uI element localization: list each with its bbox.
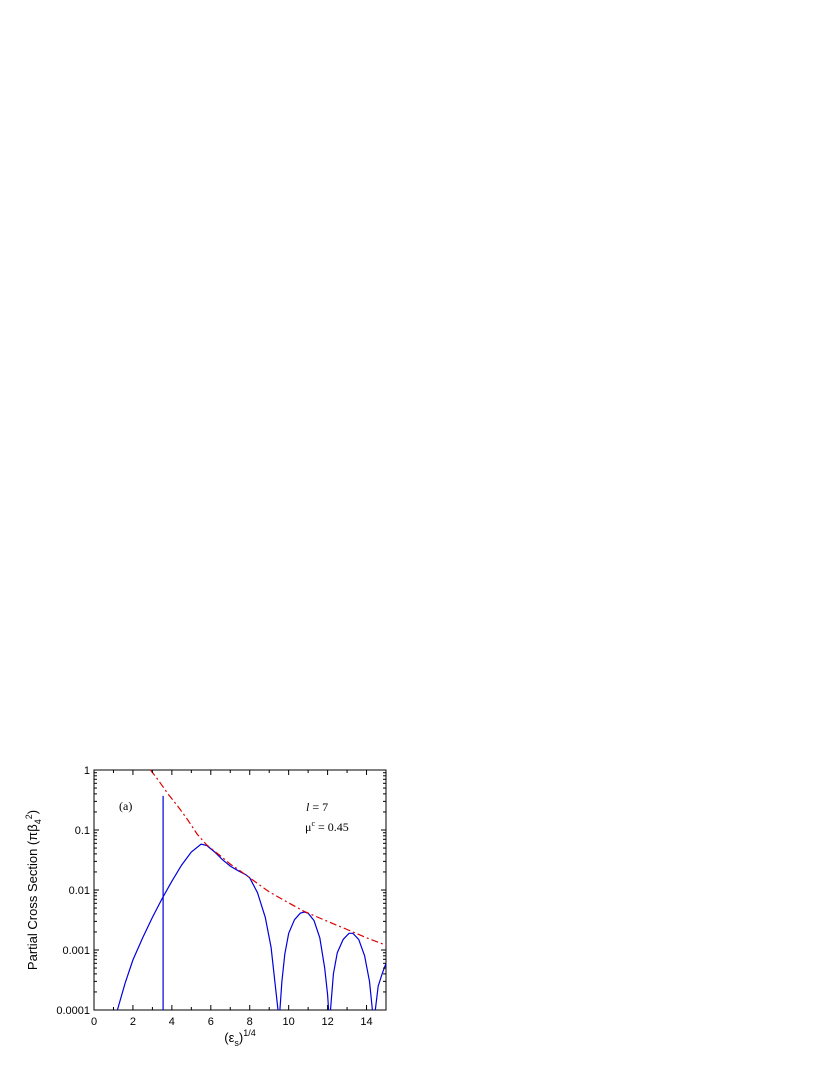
x-tick-label: 12 <box>321 1016 333 1028</box>
y-tick-label: 0.01 <box>69 885 90 897</box>
solid-curve-0 <box>116 843 279 1011</box>
x-tick-label: 4 <box>169 1016 175 1028</box>
y-tick-label: 1 <box>84 765 90 777</box>
x-axis-title-sub: s <box>234 1038 239 1048</box>
series-layer <box>116 769 387 1011</box>
y-axis-title-sub: 4 <box>33 819 43 824</box>
x-tick-label: 10 <box>283 1016 295 1028</box>
x-axis-title-base: (ε <box>224 1030 234 1045</box>
mu-value: = 0.45 <box>315 820 349 834</box>
y-axis-title-main: Partial Cross Section (πβ <box>25 824 40 970</box>
y-tick-label: 0.1 <box>75 825 90 837</box>
y-axis-title: Partial Cross Section (πβ42) <box>24 810 43 970</box>
x-axis-title-close: ) <box>239 1030 243 1045</box>
plot-area: 0 2 4 6 8 10 12 14 0.0001 0.001 0.01 0.1 1 <box>56 765 387 1028</box>
dashdot-curve <box>150 769 387 946</box>
l-annotation: l = 7 <box>306 800 328 814</box>
x-tick-label: 8 <box>247 1016 253 1028</box>
mu-annotation: μc = 0.45 <box>305 819 349 834</box>
y-tick-label: 0.001 <box>62 945 90 957</box>
y-axis-title-close: ) <box>25 810 40 814</box>
x-tick-label: 14 <box>360 1016 372 1028</box>
panel-label: (a) <box>119 799 132 813</box>
x-tick-label: 6 <box>208 1016 214 1028</box>
x-axis-title: (εs)1/4 <box>224 1028 255 1048</box>
tick-layer: 0 2 4 6 8 10 12 14 0.0001 0.001 0.01 0.1 1 <box>56 765 386 1028</box>
l-value: = 7 <box>309 800 328 814</box>
solid-curve-3 <box>374 963 387 1011</box>
x-axis-title-sup: 1/4 <box>243 1028 256 1038</box>
y-tick-label: 0.0001 <box>56 1005 90 1017</box>
plot-frame <box>93 769 387 1011</box>
y-axis-title-sup: 2 <box>24 814 34 819</box>
mu-superscript: c <box>311 819 315 828</box>
solid-curve-1 <box>279 911 330 1011</box>
x-tick-label: 0 <box>91 1016 97 1028</box>
x-tick-label: 2 <box>130 1016 136 1028</box>
solid-curve-2 <box>329 932 373 1011</box>
l-symbol: l <box>306 800 310 814</box>
mu-symbol: μ <box>305 820 311 834</box>
